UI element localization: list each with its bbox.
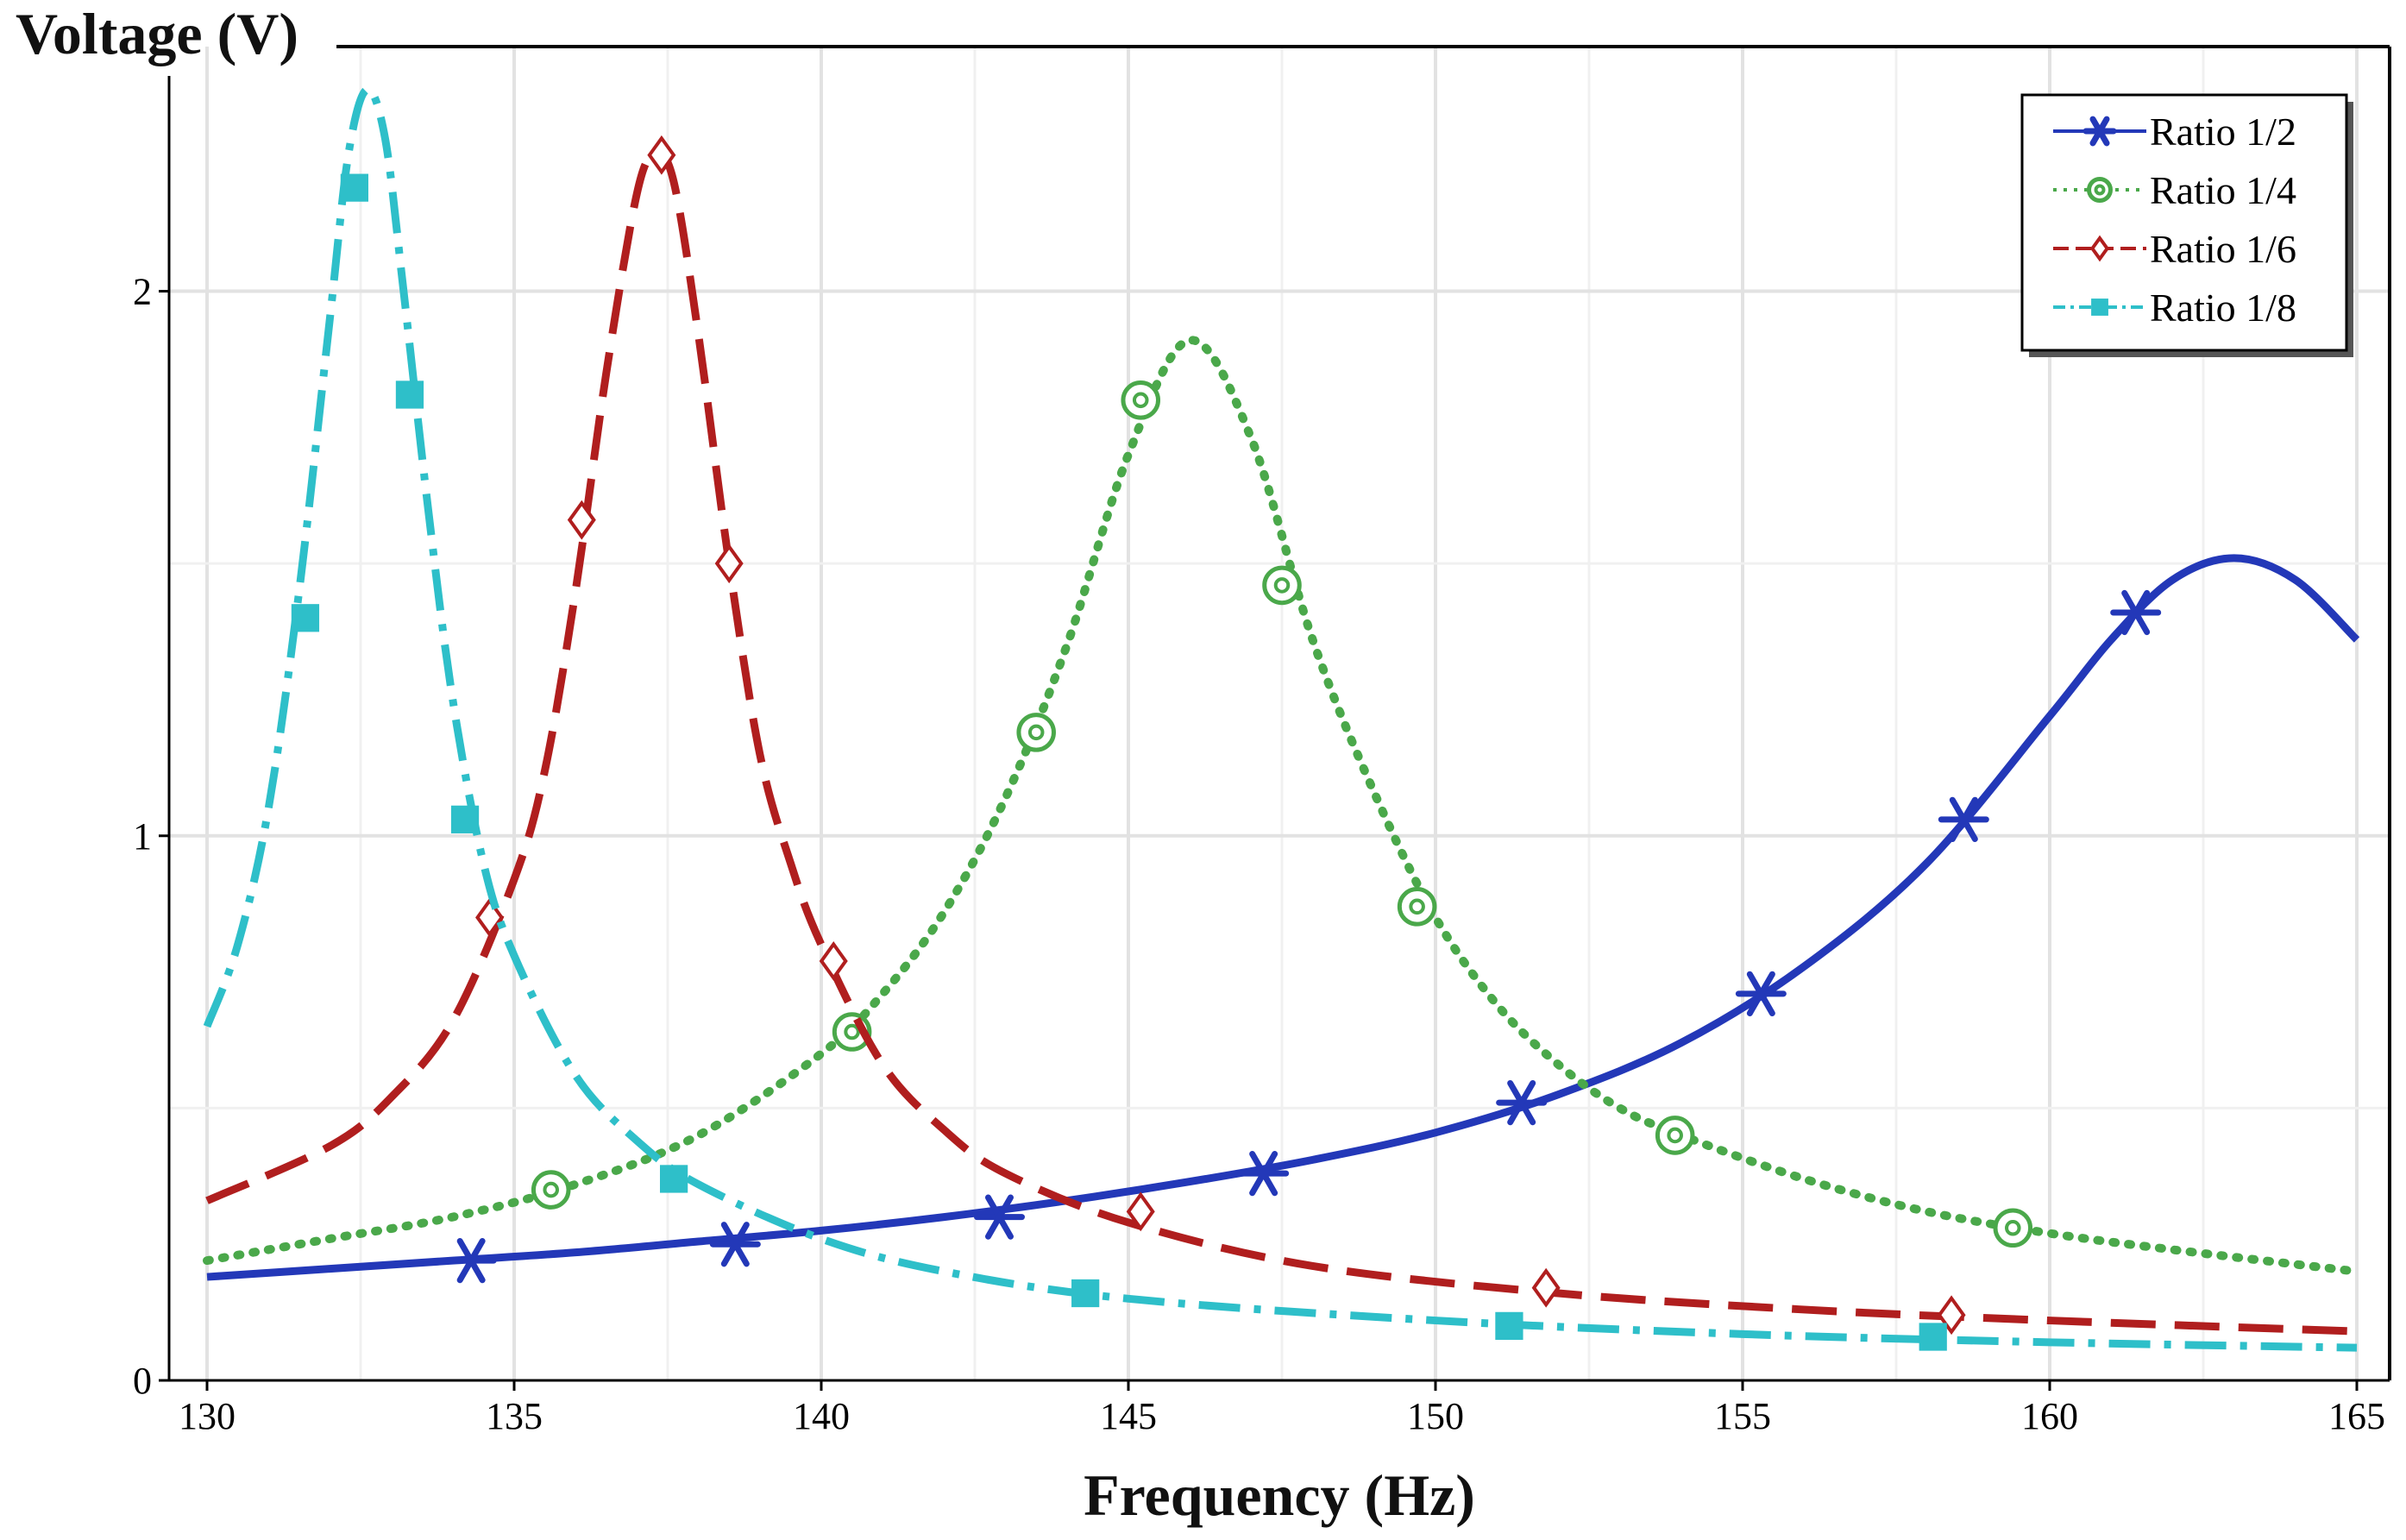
asterisk-marker <box>2110 589 2162 636</box>
series-line <box>203 85 2358 1352</box>
asterisk-marker <box>445 1238 497 1284</box>
asterisk-marker <box>709 1222 761 1267</box>
square-marker <box>660 1165 688 1193</box>
x-tick-label: 150 <box>1407 1395 1464 1437</box>
circle-outer <box>1016 713 1056 752</box>
diamond-marker <box>647 135 676 175</box>
diamond-marker <box>567 500 596 540</box>
y-axis-title: Voltage (V) <box>16 1 298 66</box>
circle-inner <box>2094 184 2106 196</box>
series <box>203 85 2361 1352</box>
circle-outer <box>1397 887 1437 927</box>
circle-inner <box>1027 724 1045 741</box>
y-tick-label: 2 <box>133 271 152 313</box>
asterisk-marker <box>973 1194 1025 1240</box>
asterisk-marker <box>2082 116 2117 147</box>
diamond-marker <box>1126 1191 1155 1232</box>
circle-marker <box>531 1170 571 1210</box>
x-tick-label: 155 <box>1714 1395 1771 1437</box>
legend-entry: Ratio 1/6 <box>2053 227 2296 271</box>
circle-outer <box>531 1170 571 1210</box>
circle-inner <box>1273 577 1291 594</box>
series-2 <box>203 336 2361 1276</box>
legend: Ratio 1/2 Ratio 1/4 Ratio 1/6 Ratio 1/8 <box>2020 93 2353 357</box>
circle-marker <box>1655 1116 1695 1155</box>
circle-marker <box>1121 380 1161 420</box>
square-marker <box>340 173 368 202</box>
circle-inner <box>1409 898 1425 915</box>
diamond-marker <box>475 897 505 938</box>
x-tick-label: 160 <box>2021 1395 2078 1437</box>
y-tick-label: 1 <box>133 815 152 858</box>
legend-label: Ratio 1/8 <box>2150 286 2296 330</box>
square-marker <box>291 604 320 632</box>
circle-inner <box>1667 1127 1683 1144</box>
grid <box>169 47 2390 1380</box>
circle-marker <box>1397 887 1437 927</box>
asterisk-stroke <box>2121 589 2151 636</box>
asterisk-stroke <box>1249 1151 1278 1197</box>
axes <box>167 45 2391 1382</box>
diamond-marker <box>819 941 848 981</box>
legend-items: Ratio 1/2 Ratio 1/4 Ratio 1/6 Ratio 1/8 <box>2053 110 2296 330</box>
series-1 <box>206 554 2360 1284</box>
asterisk-stroke <box>2089 116 2110 147</box>
series-3 <box>205 135 2358 1336</box>
series-line <box>206 554 2360 1281</box>
series-4 <box>203 85 2358 1352</box>
square-marker <box>395 380 424 409</box>
circle-outer <box>2087 177 2113 203</box>
square-marker <box>2091 299 2108 316</box>
circle-outer <box>1262 565 1302 606</box>
y-tick-label: 0 <box>133 1360 152 1402</box>
diamond-marker <box>2089 235 2110 262</box>
legend-label: Ratio 1/2 <box>2150 110 2296 154</box>
x-tick-label: 165 <box>2328 1395 2385 1437</box>
square-marker <box>1919 1323 1947 1351</box>
asterisk-stroke <box>1507 1079 1536 1126</box>
legend-entry: Ratio 1/2 <box>2053 110 2296 154</box>
asterisk-marker <box>1238 1151 1290 1197</box>
legend-label: Ratio 1/4 <box>2150 168 2296 212</box>
circle-marker <box>1993 1208 2033 1248</box>
series-line <box>203 336 2361 1276</box>
asterisk-marker <box>1496 1079 1548 1126</box>
series-line <box>205 150 2358 1336</box>
circle-marker <box>1016 713 1056 752</box>
circle-outer <box>1121 380 1161 420</box>
asterisk-marker <box>1938 796 1989 842</box>
square-marker <box>450 805 480 833</box>
diamond-marker <box>1531 1267 1561 1308</box>
asterisk-stroke <box>1949 796 1978 842</box>
ticks: 130 135 140 145 150 155 160 165 0 1 2 <box>133 271 2385 1437</box>
x-tick-label: 140 <box>793 1395 850 1437</box>
square-marker <box>1071 1279 1100 1308</box>
legend-label: Ratio 1/6 <box>2150 227 2296 271</box>
legend-entry: Ratio 1/4 <box>2053 168 2296 212</box>
x-tick-label: 130 <box>179 1395 236 1437</box>
asterisk-stroke <box>720 1222 750 1267</box>
circle-marker <box>1262 565 1302 606</box>
legend-box <box>2020 93 2348 352</box>
asterisk-marker <box>1735 971 1787 1016</box>
circle-inner <box>844 1023 860 1040</box>
asterisk-stroke <box>1746 971 1775 1016</box>
x-axis-title: Frequency (Hz) <box>1084 1462 1475 1528</box>
circle-inner <box>1132 392 1149 409</box>
circle-inner <box>2005 1219 2021 1236</box>
asterisk-stroke <box>984 1194 1014 1240</box>
circle-outer <box>1993 1208 2033 1248</box>
circle-inner <box>543 1181 559 1198</box>
square-marker <box>1495 1311 1523 1340</box>
x-tick-label: 145 <box>1100 1395 1157 1437</box>
x-tick-label: 135 <box>486 1395 543 1437</box>
legend-entry: Ratio 1/8 <box>2053 286 2296 330</box>
circle-outer <box>1655 1116 1695 1155</box>
circle-marker <box>2087 177 2113 203</box>
diamond-marker <box>714 544 744 584</box>
asterisk-stroke <box>456 1238 486 1284</box>
